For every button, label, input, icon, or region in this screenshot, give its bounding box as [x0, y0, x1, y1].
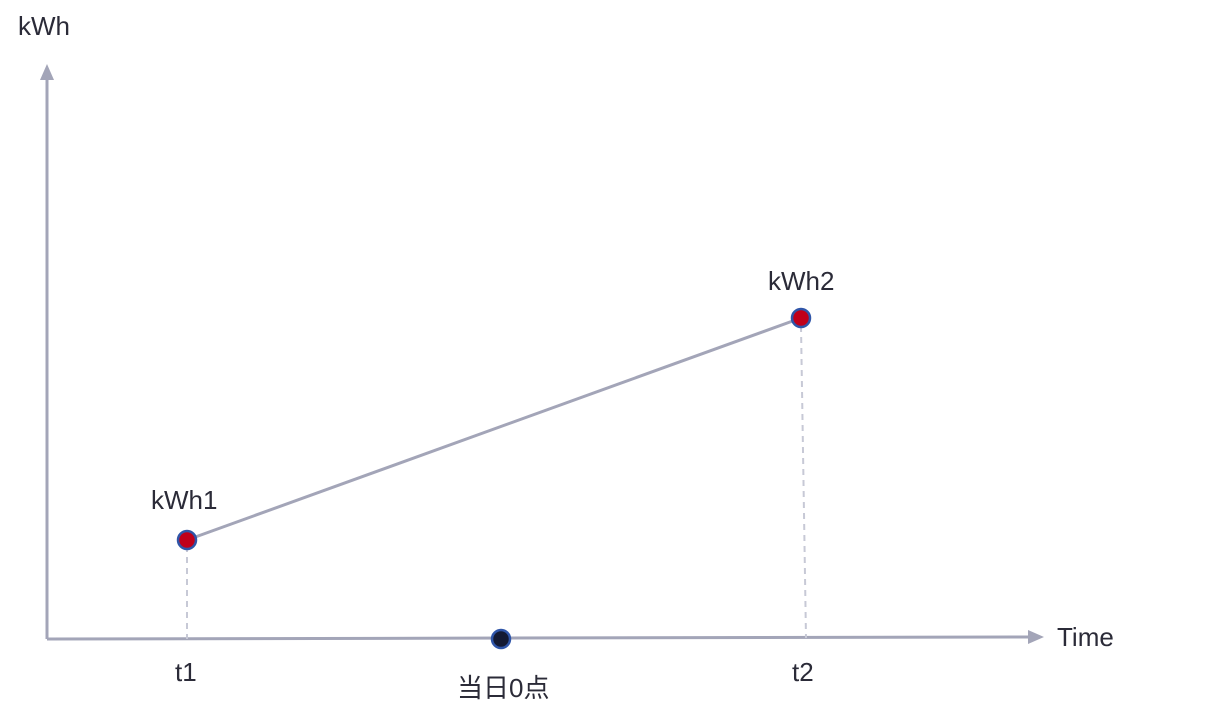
- x-axis: [46, 635, 1031, 641]
- midnight-point: [490, 628, 512, 650]
- t1-label: t1: [175, 657, 197, 687]
- x-axis-arrow: [1028, 630, 1044, 644]
- y-axis-label: kWh: [18, 11, 70, 41]
- kwh1-label: kWh1: [151, 485, 217, 515]
- x-axis-label: Time: [1057, 622, 1114, 652]
- midnight-label: 当日0点: [457, 673, 549, 703]
- kwh2-label: kWh2: [768, 266, 834, 296]
- kwh1-point: [176, 529, 198, 551]
- t2-label: t2: [792, 657, 814, 687]
- kwh-trend-line: [186, 316, 802, 542]
- kwh2-point: [790, 307, 812, 329]
- t2-guide-line: [800, 325, 807, 639]
- y-axis-arrow: [40, 64, 54, 80]
